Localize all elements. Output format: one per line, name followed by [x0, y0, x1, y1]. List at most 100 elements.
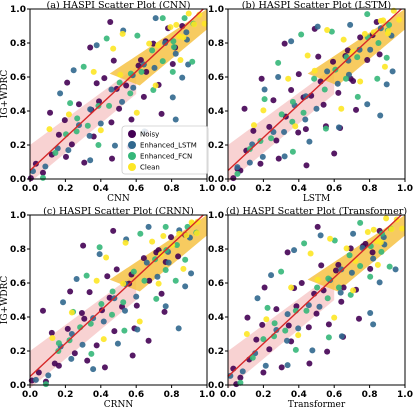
panel-b-ytick-label: 1.0 — [208, 5, 224, 15]
panel-d-point-noisy — [313, 310, 320, 317]
panel-b-point-clean — [292, 123, 299, 130]
panel-b-point-noisy — [266, 123, 273, 130]
panel-a-point-noisy — [75, 101, 82, 108]
panel-c-point-clean — [100, 336, 107, 343]
panel-b-point-enhanced_lstm — [246, 159, 253, 166]
panel-b-point-noisy — [295, 129, 302, 136]
panel-d-xtick-label: 0.6 — [326, 390, 342, 400]
panel-d-point-enhanced_fcn — [292, 346, 299, 353]
panel-c-point-enhanced_fcn — [121, 327, 128, 334]
panel-b-point-enhanced_fcn — [289, 118, 296, 125]
panel-d-point-clean — [243, 331, 250, 337]
panel-d-point-enhanced_lstm — [268, 272, 275, 279]
panel-b-point-enhanced_lstm — [389, 68, 396, 75]
panel-d-point-enhanced_lstm — [376, 279, 383, 286]
panel-a-point-noisy — [96, 98, 103, 105]
panel-a-point-enhanced_fcn — [84, 122, 91, 129]
panel-c-point-noisy — [84, 357, 91, 364]
panel-d-ytick-label: 0.2 — [208, 347, 224, 357]
panel-b-point-enhanced_lstm — [302, 116, 309, 123]
panel-b: 0.0 0.2 0.4 0.6 0.8 1.0 0.0 0.2 0.4 0.6 0.8 1.0 (b) … — [208, 0, 413, 204]
panel-b-point-noisy — [241, 105, 248, 112]
panel-d-point-enhanced_lstm — [392, 266, 399, 273]
panel-a-point-enhanced_lstm — [65, 147, 72, 154]
panel-c-point-clean — [193, 230, 200, 237]
panel-d-point-enhanced_lstm — [317, 232, 324, 239]
panel-c-point-enhanced_lstm — [165, 259, 172, 266]
panel-c-point-noisy — [168, 234, 175, 241]
panel-b-xtick-label: 0.0 — [220, 184, 236, 194]
panel-b-point-noisy — [335, 89, 342, 96]
panel-b-point-enhanced_lstm — [356, 46, 363, 53]
panel-b-point-noisy — [230, 175, 237, 182]
legend-label-clean: Clean — [140, 164, 160, 172]
panel-a-point-enhanced_fcn — [73, 128, 80, 135]
panel-d-point-enhanced_lstm — [254, 295, 261, 302]
panel-c-point-noisy — [161, 308, 168, 315]
panel-d-point-noisy — [266, 346, 273, 353]
panel-b-point-noisy — [258, 75, 265, 82]
panel-d-point-enhanced_fcn — [260, 336, 267, 343]
panel-c-point-enhanced_lstm — [133, 293, 140, 300]
panel-c-point-clean — [122, 239, 129, 246]
panel-a-point-clean — [65, 111, 72, 118]
panel-a-point-noisy — [39, 169, 46, 176]
panel-c-point-clean — [160, 232, 167, 239]
panel-c-xtick-label: 1.0 — [199, 390, 215, 400]
panel-c-point-clean — [68, 309, 75, 316]
panel-b-point-enhanced_fcn — [289, 148, 296, 155]
panel-a-point-enhanced_fcn — [159, 15, 166, 22]
panel-b-point-enhanced_lstm — [364, 101, 371, 108]
panel-b-point-enhanced_fcn — [343, 75, 349, 82]
panel-d-point-enhanced_lstm — [262, 362, 269, 369]
panel-a-point-clean — [167, 24, 174, 31]
panel-a-point-clean — [185, 10, 192, 17]
panel-d-point-noisy — [347, 245, 354, 252]
panel-c-point-noisy — [64, 325, 71, 332]
panel-a-xlabel: CNN — [107, 194, 130, 204]
panel-a-point-enhanced_lstm — [162, 40, 169, 46]
panel-a-regression-line — [29, 8, 204, 172]
panel-c-point-noisy — [106, 294, 113, 301]
panel-b-xtick-label: 0.2 — [255, 184, 271, 194]
panel-d-point-clean — [307, 250, 314, 257]
panel-b-point-enhanced_fcn — [311, 75, 318, 82]
panel-d-point-noisy — [260, 369, 267, 376]
panel-c: 0.0 0.2 0.4 0.6 0.8 1.0 0.0 0.2 0.4 0.6 0.8 1.0 (c) … — [0, 206, 215, 410]
panel-a-point-noisy — [87, 44, 94, 51]
panel-d-point-enhanced_lstm — [370, 255, 377, 262]
panel-a-point-clean — [146, 40, 153, 47]
panel-d-point-enhanced_fcn — [249, 354, 256, 361]
panel-d-point-noisy — [314, 223, 321, 230]
panel-c-ytick-label: 0.2 — [10, 347, 26, 357]
panel-d-xtick-label: 0.4 — [291, 390, 307, 400]
panel-a-point-enhanced_lstm — [86, 132, 93, 139]
panel-d-point-clean — [288, 284, 295, 291]
panel-a-point-enhanced_fcn — [181, 15, 188, 22]
panel-b-point-enhanced_lstm — [324, 68, 331, 75]
panel-c-point-enhanced_fcn — [42, 381, 49, 388]
panel-b-point-noisy — [270, 97, 277, 104]
panel-d-point-clean — [314, 276, 321, 283]
panel-c-point-noisy — [110, 227, 117, 234]
panel-c-title: (c) HASPI Scatter Plot (CRNN) — [43, 206, 194, 217]
panel-c-point-enhanced_lstm — [121, 307, 128, 314]
panel-d-xtick-label: 0.2 — [255, 390, 271, 400]
panel-b-point-noisy — [275, 155, 282, 162]
panel-c-point-noisy — [145, 337, 152, 344]
panel-a-point-noisy — [169, 60, 176, 67]
panel-b-xlabel: LSTM — [303, 194, 330, 204]
panel-a-point-enhanced_lstm — [42, 163, 49, 170]
panel-b-point-enhanced_fcn — [268, 135, 275, 142]
panel-d-point-enhanced_lstm — [305, 302, 312, 309]
panel-c-point-enhanced_lstm — [96, 251, 103, 258]
panel-c-point-enhanced_fcn — [55, 340, 62, 347]
panel-c-point-enhanced_fcn — [96, 244, 103, 251]
panel-b-ytick-label: 0.0 — [208, 175, 224, 185]
panel-d-point-enhanced_fcn — [271, 320, 278, 327]
panel-b-point-noisy — [364, 57, 371, 63]
panel-d-point-enhanced_lstm — [284, 337, 290, 344]
panel-a-point-noisy — [143, 68, 150, 75]
panel-b-point-enhanced_lstm — [234, 164, 241, 171]
panel-b-point-enhanced_lstm — [383, 81, 390, 88]
